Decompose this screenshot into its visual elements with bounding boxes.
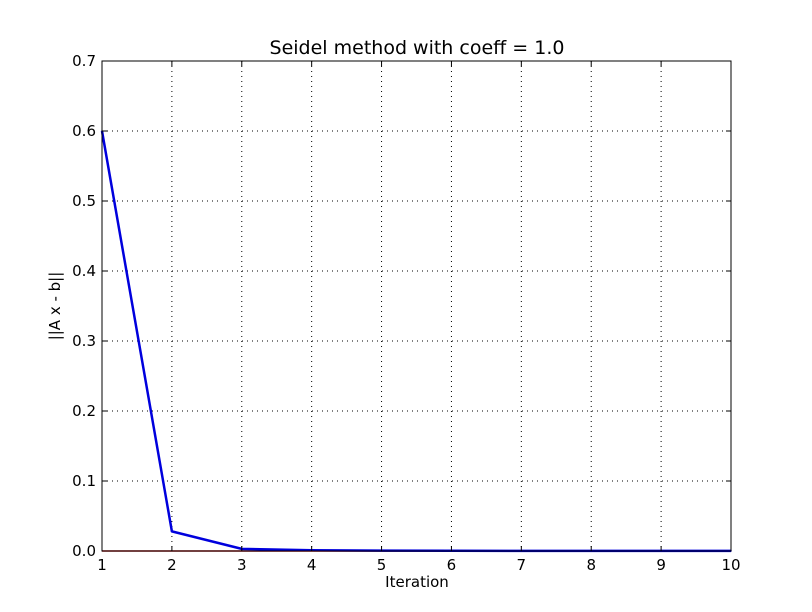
ticks [101, 60, 732, 552]
y-tick-label: 0.6 [72, 122, 96, 140]
x-tick-label: 10 [721, 556, 740, 574]
x-tick-label: 1 [97, 556, 107, 574]
y-axis-label: ||A x - b|| [46, 272, 64, 341]
y-tick-label: 0.0 [72, 542, 96, 560]
x-tick-label: 5 [377, 556, 387, 574]
x-tick-label: 8 [586, 556, 596, 574]
x-tick-label: 6 [447, 556, 457, 574]
x-tick-label: 2 [167, 556, 177, 574]
y-tick-label: 0.1 [72, 472, 96, 490]
data-point [171, 530, 173, 533]
y-tick-label: 0.4 [72, 262, 96, 280]
x-tick-labels: 1 2 3 4 5 6 7 8 9 10 [97, 556, 740, 574]
x-tick-label: 3 [237, 556, 247, 574]
y-tick-label: 0.2 [72, 402, 96, 420]
y-tick-label: 0.7 [72, 52, 96, 70]
y-tick-label: 0.5 [72, 192, 96, 210]
x-tick-label: 4 [307, 556, 317, 574]
x-tick-label: 9 [656, 556, 666, 574]
y-tick-labels: 0.0 0.1 0.2 0.3 0.4 0.5 0.6 0.7 [72, 52, 96, 560]
y-tick-label: 0.3 [72, 332, 96, 350]
chart-title: Seidel method with coeff = 1.0 [270, 37, 565, 59]
x-axis-label: Iteration [385, 573, 449, 591]
plot-frame [101, 60, 732, 552]
x-tick-label: 7 [517, 556, 527, 574]
